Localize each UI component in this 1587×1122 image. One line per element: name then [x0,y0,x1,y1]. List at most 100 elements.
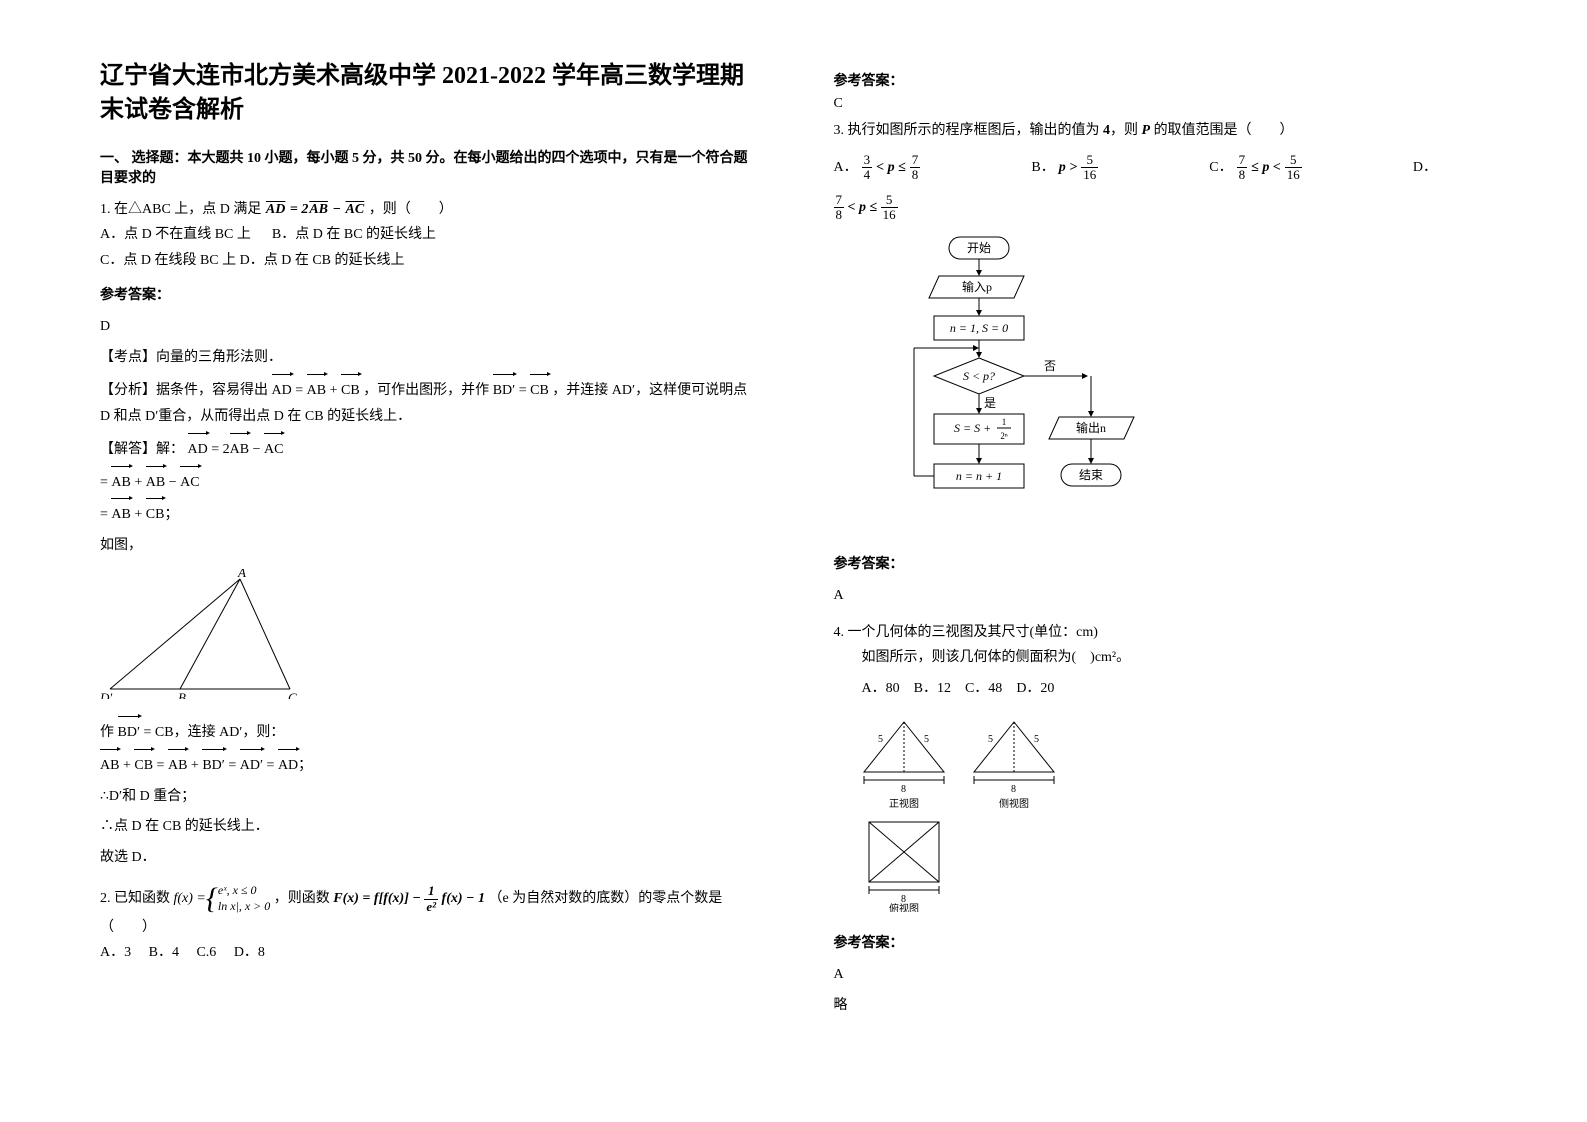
q1-after-fig1b: = CB，连接 AD′，则： [144,725,285,740]
q3c-ln: 7 [1237,153,1248,168]
q4-answer-label: 参考答案： [834,931,1488,956]
q2-options: A．3 B．4 C.6 D．8 [100,940,754,965]
q1-triangle-figure: A B C D′ [100,569,754,708]
q2-Fx-den: e² [424,900,438,914]
q3-text-content: 3. 执行如图所示的程序框图后，输出的值为 4，则 P 的取值范围是（ ） [834,123,1294,138]
q4-text2: 如图所示，则该几何体的侧面积为( )cm²。 [834,645,1488,670]
side-label: 侧视图 [999,797,1029,810]
q1-options-2: C．点 D 在线段 BC 上 D．点 D 在 CB 的延长线上 [100,248,754,273]
vec-bd: BD′ [493,376,516,405]
q2-option-a: A．3 [100,945,131,960]
q3c-rn: 5 [1285,153,1302,168]
question-4: 4. 一个几何体的三视图及其尺寸(单位：cm) 如图所示，则该几何体的侧面积为(… [834,620,1488,1020]
q1-solve-f2: = AB + AB − AC [100,468,754,497]
q3-options: A． 34 < p ≤ 78 B． p > 516 C． 78 ≤ p < 51… [834,153,1488,183]
q3-opt-b-label: B． [1031,155,1054,180]
q1-suffix: ，则（ ） [369,202,453,217]
triangle-svg: A B C D′ [100,569,300,699]
q1-fig-label: 如图， [100,533,754,560]
question-1: 1. 在△ABC 上，点 D 满足 AD = 2AB − AC ，则（ ） A．… [100,197,754,871]
vec-f2: CB [134,751,153,780]
q3a-rn: 7 [910,153,921,168]
q2-prefix: 2. 已知函数 [100,891,170,906]
q1-after-fig2: AB + CB = AB + BD′ = AD′ = AD； [100,751,754,780]
q3-opt-a-label: A． [834,155,858,180]
vertex-c: C [288,690,297,699]
top-label: 俯视图 [889,902,919,912]
fv-dim8: 8 [901,784,906,795]
vertex-a: A [237,569,246,580]
q3d-ln: 7 [834,193,845,208]
q4-option-c: C．48 [965,681,1002,696]
q2-Fx-frac: 1 e² [424,884,438,914]
q4-option-a: A．80 [862,681,900,696]
q1-formula: AD = 2AB − AC [265,202,369,217]
q2-option-b: B．4 [149,945,179,960]
q1-analysis-label: 【分析】据条件，容易得出 [100,383,268,398]
q2-option-c: C.6 [196,945,216,960]
fc-incr: n = n + 1 [955,469,1001,483]
q3-flowchart: 开始 输入p n = 1, S = 0 S < p? 否 [884,232,1488,541]
vec-ad: AD [272,376,292,405]
q1-option-c: C．点 D 在线段 BC 上 [100,253,236,268]
q1-option-b: B．点 D 在 BC 的延长线上 [272,227,436,242]
q3-opt-c-label: C． [1209,155,1232,180]
sv-dim5a: 5 [988,734,993,745]
q3-text: 3. 执行如图所示的程序框图后，输出的值为 4，则 P 的取值范围是（ ） [834,118,1488,143]
fc-assign-den: 2ⁿ [1000,431,1008,441]
q1-after-fig1: 作 BD′ = CB，连接 AD′，则： [100,718,754,747]
q2-cases: eˣ, x ≤ 0 ln x|, x > 0 [218,883,270,914]
q1-topic: 【考点】向量的三角形法则． [100,345,754,372]
right-column: 参考答案： C 3. 执行如图所示的程序框图后，输出的值为 4，则 P 的取值范… [834,60,1488,1032]
q3-option-d: D． [1413,153,1437,183]
fc-end: 结束 [1078,468,1102,482]
brace-icon: { [206,884,218,914]
q2-option-d: D．8 [234,945,265,960]
q3-answer: A [834,583,1488,608]
q4-option-d: D．20 [1016,681,1054,696]
vec-f3: AB [168,751,187,780]
q1-options: A．点 D 不在直线 BC 上 B．点 D 在 BC 的延长线上 [100,222,754,247]
vec-s5: AB [146,468,165,497]
q2-answer-label: 参考答案： [834,70,1488,90]
vec-s4: AB [111,468,130,497]
fv-dim5a: 5 [878,734,883,745]
q2-Fx: F(x) = f[f(x)] − 1 e² f(x) − 1 [333,891,488,906]
vec-f5: AD′ [240,751,263,780]
q1-option-a: A．点 D 不在直线 BC 上 [100,227,251,242]
q1-after-fig4: ∴点 D 在 CB 的延长线上． [100,814,754,841]
section-heading: 一、 选择题：本大题共 10 小题，每小题 5 分，共 50 分。在每小题给出的… [100,147,754,187]
q1-after-fig1-text: 作 [100,725,114,740]
q1-solve-label: 【解答】解： [100,442,184,457]
vertex-d: D′ [100,690,112,699]
q1-answer: D [100,314,754,339]
question-1-text: 1. 在△ABC 上，点 D 满足 AD = 2AB − AC ，则（ ） [100,197,754,222]
q2-fx: f(x) = [174,886,206,911]
q1-solve-f3: = AB + CB； [100,500,754,529]
fc-assign-num: 1 [1001,417,1006,427]
left-column: 辽宁省大连市北方美术高级中学 2021-2022 学年高三数学理期末试卷含解析 … [100,60,754,1032]
q3a-ld: 4 [862,168,873,182]
vertex-b: B [178,690,186,699]
q3b-rd: 16 [1081,168,1098,182]
vec-s7: AB [111,500,130,529]
three-view-svg: 5 5 8 正视图 5 5 8 侧视图 [854,712,1084,912]
vec-cb2: CB [530,376,549,405]
q2-Fx-text: F(x) = f[f(x)] − [333,891,424,906]
fc-no: 否 [1044,359,1056,373]
q1-option-d: D．点 D 在 CB 的延长线上 [240,253,405,268]
front-label: 正视图 [889,797,919,810]
vec-s1: AD [188,435,208,464]
vec-s6: AC [180,468,199,497]
q3c-ld: 8 [1237,168,1248,182]
fc-init: n = 1, S = 0 [949,321,1007,335]
q3b-rn: 5 [1081,153,1098,168]
flowchart-svg: 开始 输入p n = 1, S = 0 S < p? 否 [884,232,1144,532]
question-3: 3. 执行如图所示的程序框图后，输出的值为 4，则 P 的取值范围是（ ） A．… [834,118,1488,608]
q3c-rd: 16 [1285,168,1302,182]
q3-option-b: B． p > 516 [1031,153,1098,183]
q3d-ld: 8 [834,208,845,222]
page-container: 辽宁省大连市北方美术高级中学 2021-2022 学年高三数学理期末试卷含解析 … [100,60,1487,1032]
q3-answer-label: 参考答案： [834,552,1488,577]
vec-s8: CB [146,500,165,529]
